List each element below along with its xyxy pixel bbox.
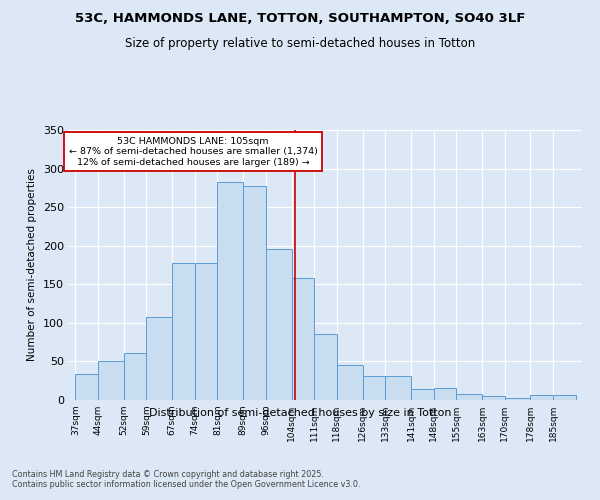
Text: 53C, HAMMONDS LANE, TOTTON, SOUTHAMPTON, SO40 3LF: 53C, HAMMONDS LANE, TOTTON, SOUTHAMPTON,… [75,12,525,26]
Bar [292,278,314,400]
Bar [362,376,385,400]
Bar [195,262,217,400]
Text: Contains HM Land Registry data © Crown copyright and database right 2025.
Contai: Contains HM Land Registry data © Crown c… [12,470,361,490]
Bar [146,318,172,400]
Bar [411,389,434,400]
Bar [456,394,482,400]
Bar [172,264,195,400]
Bar [266,249,292,400]
Bar [482,396,505,400]
Bar [434,388,456,400]
Text: Distribution of semi-detached houses by size in Totton: Distribution of semi-detached houses by … [149,408,451,418]
Text: 53C HAMMONDS LANE: 105sqm
← 87% of semi-detached houses are smaller (1,374)
12% : 53C HAMMONDS LANE: 105sqm ← 87% of semi-… [69,136,317,166]
Bar [217,182,243,400]
Bar [337,364,362,400]
Bar [385,376,411,400]
Bar [553,396,575,400]
Bar [530,394,553,400]
Bar [243,186,266,400]
Bar [314,334,337,400]
Bar [76,374,98,400]
Bar [98,360,124,400]
Bar [124,353,146,400]
Bar [505,398,530,400]
Text: Size of property relative to semi-detached houses in Totton: Size of property relative to semi-detach… [125,38,475,51]
Y-axis label: Number of semi-detached properties: Number of semi-detached properties [28,168,37,362]
